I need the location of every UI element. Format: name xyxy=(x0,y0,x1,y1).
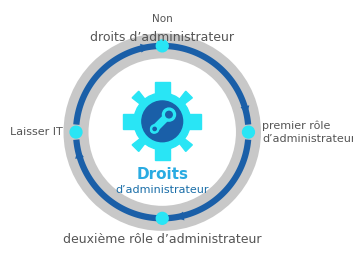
Text: Droits: Droits xyxy=(136,167,188,182)
Polygon shape xyxy=(132,91,146,105)
Polygon shape xyxy=(189,114,201,129)
Circle shape xyxy=(134,93,191,150)
Polygon shape xyxy=(155,82,170,94)
Circle shape xyxy=(142,101,183,142)
Polygon shape xyxy=(157,148,167,159)
Text: d’administrateur: d’administrateur xyxy=(115,185,209,195)
Text: droits d’administrateur: droits d’administrateur xyxy=(90,31,234,44)
Polygon shape xyxy=(132,138,146,152)
Polygon shape xyxy=(157,83,167,95)
Circle shape xyxy=(243,126,255,138)
Circle shape xyxy=(166,111,172,118)
Text: Laisser IT: Laisser IT xyxy=(10,127,62,137)
Text: deuxième rôle d’administrateur: deuxième rôle d’administrateur xyxy=(63,233,262,246)
Text: premier rôle
d’administrateur: premier rôle d’administrateur xyxy=(262,120,353,144)
Polygon shape xyxy=(189,117,200,126)
Polygon shape xyxy=(179,138,192,152)
Circle shape xyxy=(153,127,156,131)
Circle shape xyxy=(151,125,159,133)
Circle shape xyxy=(70,126,82,138)
Polygon shape xyxy=(123,114,135,129)
Polygon shape xyxy=(179,91,192,105)
Text: Non: Non xyxy=(152,14,173,24)
Polygon shape xyxy=(155,148,170,160)
Circle shape xyxy=(156,40,168,52)
Polygon shape xyxy=(124,117,136,126)
Circle shape xyxy=(162,108,175,121)
Circle shape xyxy=(156,212,168,224)
